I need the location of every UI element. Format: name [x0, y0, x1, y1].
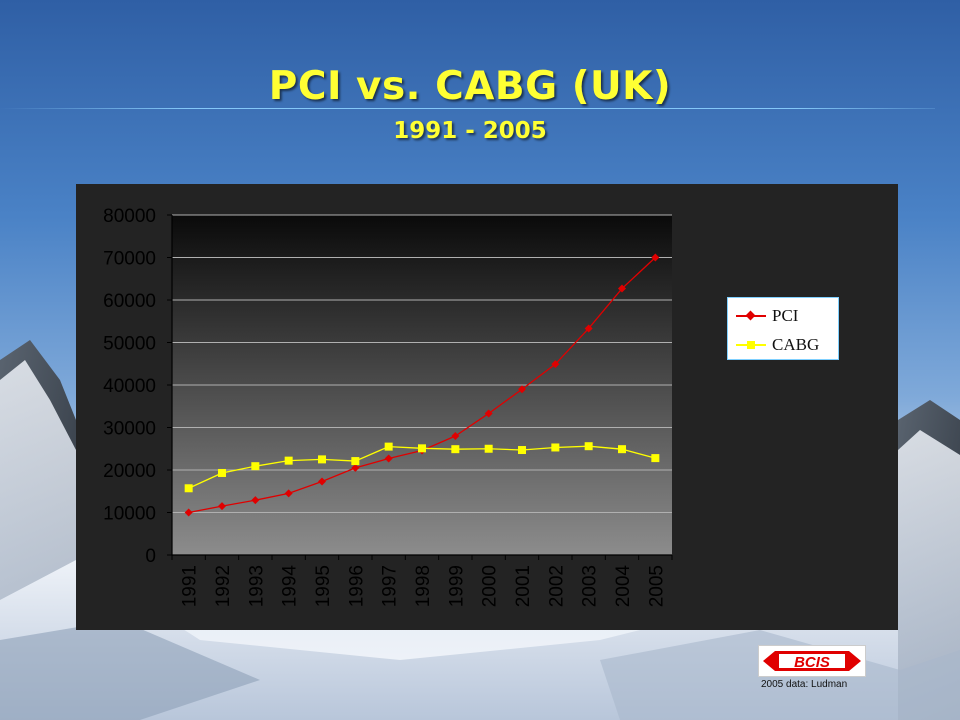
x-tick-label: 1992 [213, 565, 234, 607]
page-subtitle: 1991 - 2005 [393, 118, 547, 144]
pci-data-point [584, 324, 593, 333]
title-divider-line [0, 108, 935, 109]
y-tick-label: 40000 [103, 376, 156, 397]
pci-legend-swatch [736, 309, 766, 323]
chart-legend: PCI CABG [727, 297, 839, 360]
pci-data-point [218, 502, 226, 511]
x-tick-label: 2004 [613, 565, 634, 608]
pci-data-point [318, 477, 326, 486]
pci-data-point [384, 454, 393, 463]
cabg-data-point [418, 444, 426, 453]
x-tick-label: 2005 [646, 565, 667, 607]
data-source-note: 2005 data: Ludman [761, 679, 848, 690]
y-tick-label: 30000 [103, 419, 156, 440]
x-tick-label: 1994 [280, 565, 301, 608]
x-tick-label: 2002 [546, 565, 567, 607]
x-tick-label: 1993 [246, 565, 267, 607]
pci-data-point [351, 463, 360, 472]
y-tick-label: 80000 [103, 206, 156, 227]
pci-data-point [618, 284, 626, 293]
x-tick-label: 1998 [413, 565, 434, 607]
cabg-data-point [451, 445, 460, 454]
legend-label-pci: PCI [772, 306, 799, 325]
cabg-data-point [184, 484, 193, 493]
bcis-logo: BCIS [758, 645, 866, 677]
y-tick-label: 0 [145, 546, 156, 567]
x-tick-label: 1996 [346, 565, 367, 607]
cabg-data-point [318, 455, 326, 464]
cabg-data-point [484, 444, 493, 453]
legend-item-cabg: CABG [736, 333, 819, 357]
x-tick-label: 2000 [480, 565, 501, 607]
cabg-data-point [351, 457, 360, 466]
y-tick-label: 10000 [103, 504, 156, 525]
pci-data-point [551, 360, 560, 369]
y-tick-label: 70000 [103, 249, 156, 270]
cabg-data-point [284, 456, 293, 465]
x-tick-label: 2003 [580, 565, 601, 607]
cabg-data-point [384, 442, 393, 451]
pci-data-point [251, 496, 260, 505]
x-tick-label: 1997 [380, 565, 401, 607]
y-tick-label: 50000 [103, 334, 156, 355]
cabg-data-point [251, 462, 260, 471]
pci-data-point [651, 253, 660, 262]
bcis-logo-icon: BCIS [763, 651, 861, 671]
cabg-data-point [551, 443, 560, 452]
y-tick-label: 20000 [103, 461, 156, 482]
y-tick-label: 60000 [103, 291, 156, 312]
cabg-data-point [518, 446, 526, 455]
cabg-data-point [651, 454, 660, 463]
cabg-data-point [218, 468, 226, 477]
legend-item-pci: PCI [736, 304, 798, 328]
x-tick-label: 2001 [513, 565, 534, 607]
legend-label-cabg: CABG [772, 335, 820, 354]
page-title: PCI vs. CABG (UK) [268, 64, 672, 109]
cabg-data-point [584, 442, 593, 451]
x-tick-label: 1991 [180, 565, 201, 607]
x-tick-label: 1999 [446, 565, 467, 607]
line-chart: 0 10000 20000 30000 40000 50000 60000 70000 8000… [103, 206, 673, 608]
pci-data-point [451, 432, 460, 440]
pci-data-point [284, 489, 293, 498]
x-tick-label: 1995 [313, 565, 334, 607]
cabg-legend-swatch [736, 338, 766, 352]
pci-data-point [518, 385, 526, 394]
pci-data-point [184, 508, 193, 517]
cabg-data-point [618, 445, 626, 454]
chart-panel: 0 10000 20000 30000 40000 50000 60000 70000 8000… [76, 184, 898, 630]
svg-text:BCIS: BCIS [794, 654, 830, 671]
pci-data-point [484, 409, 493, 418]
